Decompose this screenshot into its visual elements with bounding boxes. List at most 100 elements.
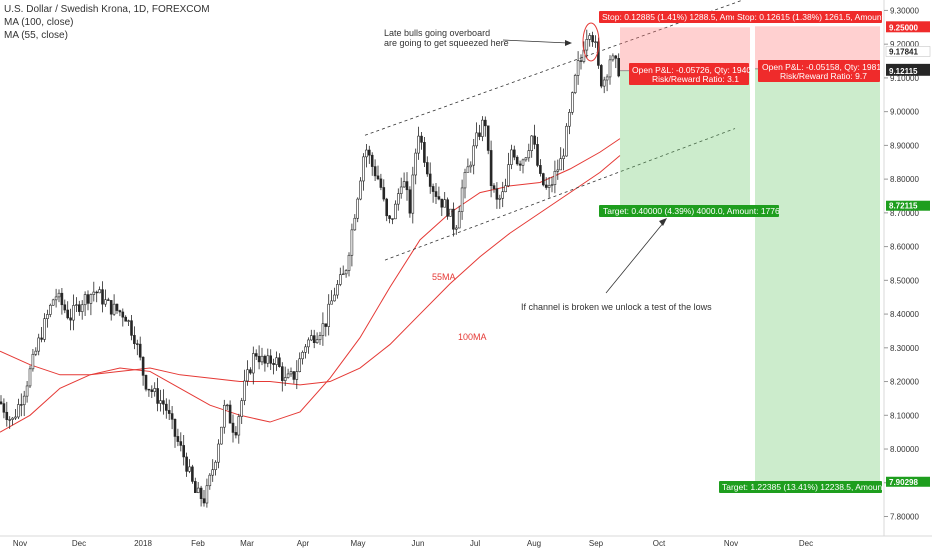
candle-body	[312, 335, 316, 344]
candlestick-series	[0, 29, 621, 508]
candle-body	[338, 274, 342, 285]
x-tick-label: Nov	[724, 539, 738, 548]
channel-lower-line	[384, 128, 736, 261]
x-tick-label: Nov	[13, 539, 27, 548]
candle-body	[170, 413, 174, 420]
candle-body	[527, 150, 531, 159]
candle-body	[443, 199, 447, 208]
candle-body	[150, 389, 154, 392]
candle-body	[417, 135, 420, 154]
price-axis-background	[884, 0, 932, 550]
y-tick-label: 8.20000	[890, 378, 919, 387]
candle-body	[202, 498, 206, 504]
price-tag-bg	[886, 200, 930, 211]
candle-body	[437, 196, 441, 200]
candle-body	[22, 395, 26, 406]
x-tick-label: May	[350, 539, 365, 548]
candle-body	[211, 469, 214, 476]
candle-body	[80, 304, 84, 312]
candle-body	[475, 132, 478, 147]
candle-body	[481, 119, 484, 137]
candle-body	[452, 208, 455, 230]
candle-body	[182, 445, 185, 458]
candle-body	[304, 346, 307, 353]
candle-body	[385, 198, 389, 217]
candle-body	[43, 318, 46, 340]
ma100-line	[0, 155, 621, 386]
candle-body	[246, 369, 249, 382]
y-tick-label: 8.00000	[890, 445, 919, 454]
y-tick-label: 8.30000	[890, 344, 919, 353]
candle-body	[457, 211, 461, 229]
candle-body	[556, 169, 560, 172]
candle-body	[347, 254, 351, 271]
candle-body	[402, 181, 406, 188]
candle-body	[408, 189, 412, 214]
candle-body	[69, 317, 72, 321]
candle-body	[153, 388, 156, 392]
stop-label-1: Stop: 0.12885 (1.41%) 1288.5, Amo	[602, 12, 737, 22]
candle-body	[124, 316, 127, 322]
candle-body	[463, 172, 467, 189]
candle-body	[60, 292, 64, 306]
x-tick-label: Jun	[412, 539, 425, 548]
candle-body	[11, 417, 14, 420]
pnl-label-2: Open P&L: -0.05158, Qty: 1981	[762, 62, 881, 72]
candle-body	[599, 65, 603, 87]
candle-body	[141, 356, 145, 376]
candle-body	[95, 291, 98, 294]
candle-body	[344, 270, 348, 275]
channel-break-arrow-head	[659, 218, 667, 226]
candle-body	[321, 323, 325, 336]
candle-body	[318, 335, 322, 341]
candle-body	[353, 217, 357, 231]
candle-body	[286, 373, 290, 378]
candle-body	[420, 135, 423, 143]
candle-body	[585, 39, 589, 51]
candle-body	[428, 173, 432, 187]
candle-body	[483, 119, 487, 127]
candle-body	[495, 188, 499, 200]
annotation-arrow-head	[565, 40, 572, 46]
candle-body	[298, 358, 302, 372]
candle-body	[240, 400, 243, 417]
candle-body	[301, 351, 304, 360]
candle-body	[46, 314, 49, 320]
candle-body	[252, 353, 255, 374]
x-tick-label: Dec	[799, 539, 813, 548]
candle-body	[162, 400, 165, 405]
stop-label-2-bg	[734, 11, 882, 23]
candle-body	[8, 419, 11, 421]
candle-body	[2, 403, 6, 413]
candle-body	[469, 164, 473, 168]
candle-body	[568, 112, 571, 127]
candle-body	[515, 156, 519, 165]
candle-body	[17, 404, 20, 418]
candle-body	[405, 181, 409, 191]
candle-body	[370, 154, 374, 167]
candle-body	[208, 474, 212, 487]
price-tag-label: 9.12115	[889, 67, 918, 76]
candle-body	[541, 173, 545, 186]
ma100-legend: MA (100, close)	[4, 17, 74, 28]
candle-body	[72, 305, 75, 321]
candle-body	[118, 310, 122, 313]
candle-body	[510, 149, 513, 165]
candle-body	[217, 443, 220, 463]
x-tick-label: Mar	[240, 539, 254, 548]
candle-body	[109, 300, 113, 315]
candle-body	[350, 229, 354, 256]
candle-body	[136, 343, 139, 345]
candle-body	[379, 178, 383, 188]
candle-body	[492, 185, 496, 189]
candle-body	[533, 135, 536, 145]
candle-body	[530, 135, 534, 151]
candle-body	[167, 410, 171, 414]
candle-body	[223, 404, 226, 428]
candle-body	[34, 350, 38, 355]
candle-body	[107, 299, 110, 301]
chart-legend: U.S. Dollar / Swedish Krona, 1D, FOREXCO…	[4, 3, 210, 42]
candle-body	[112, 303, 116, 315]
